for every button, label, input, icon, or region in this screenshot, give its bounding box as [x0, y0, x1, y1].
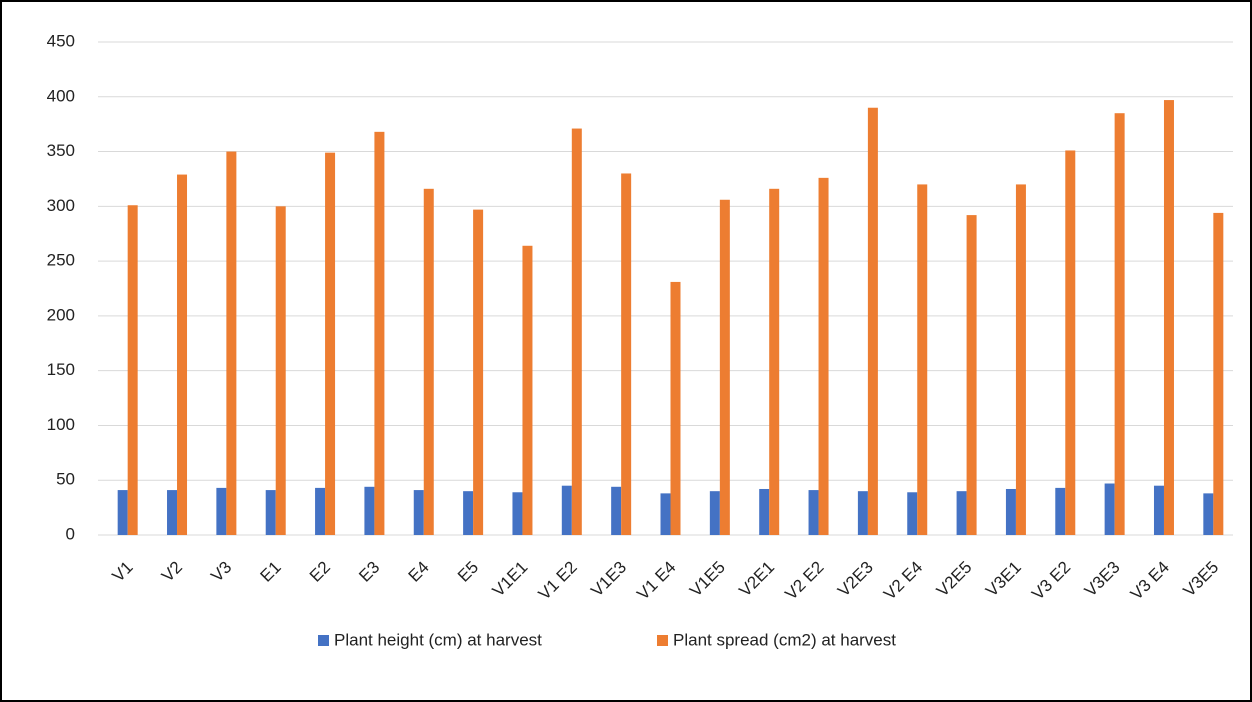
bar	[759, 488, 770, 535]
y-tick-label: 250	[47, 251, 75, 270]
bar	[1203, 493, 1214, 535]
bar	[1065, 150, 1076, 535]
bar	[177, 174, 188, 535]
y-tick-label: 150	[47, 360, 75, 379]
y-tick-label: 300	[47, 196, 75, 215]
bar	[719, 199, 730, 535]
bar	[621, 173, 632, 535]
bar	[907, 492, 918, 535]
bar	[325, 152, 336, 535]
bar	[1213, 212, 1224, 535]
y-tick-label: 50	[56, 470, 75, 489]
bar	[670, 281, 681, 535]
bar	[818, 177, 829, 536]
legend-label: Plant height (cm) at harvest	[334, 630, 542, 649]
legend-swatch	[657, 635, 668, 646]
bar	[611, 486, 622, 535]
y-tick-label: 100	[47, 415, 75, 434]
bar	[808, 490, 819, 535]
bar	[1055, 487, 1066, 535]
bar	[917, 184, 928, 535]
bar	[1163, 100, 1174, 535]
bar	[1104, 483, 1115, 535]
bar	[522, 245, 533, 536]
legend-swatch	[318, 635, 329, 646]
y-tick-label: 350	[47, 141, 75, 160]
legend-label: Plant spread (cm2) at harvest	[673, 630, 896, 649]
bar	[1114, 113, 1125, 535]
bar	[512, 492, 523, 535]
y-tick-label: 400	[47, 86, 75, 105]
y-tick-label: 0	[66, 524, 75, 543]
bar	[117, 490, 128, 535]
y-tick-label: 450	[47, 31, 75, 50]
bar	[216, 487, 227, 535]
bar	[167, 490, 178, 535]
bar	[364, 486, 375, 535]
bar	[857, 491, 868, 535]
bar	[1005, 488, 1016, 535]
bar	[1015, 184, 1026, 535]
bar	[867, 107, 878, 535]
bar	[413, 490, 424, 535]
bar	[265, 490, 276, 535]
bar	[315, 487, 326, 535]
bar	[571, 128, 582, 535]
bar	[561, 485, 572, 535]
bar	[423, 188, 434, 535]
bar	[956, 491, 967, 535]
bar	[374, 131, 385, 535]
bar	[463, 491, 474, 535]
bar	[709, 491, 720, 535]
bar	[127, 205, 138, 535]
bar	[1153, 485, 1164, 535]
bar	[473, 209, 484, 535]
y-tick-label: 200	[47, 305, 75, 324]
bar	[769, 188, 780, 535]
bar	[275, 206, 286, 536]
bar	[966, 215, 977, 535]
bar	[226, 151, 237, 536]
bar	[660, 493, 671, 535]
